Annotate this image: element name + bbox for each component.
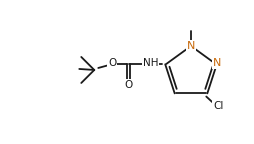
Text: O: O	[108, 58, 116, 68]
Text: O: O	[124, 80, 132, 90]
Text: N: N	[213, 58, 221, 68]
Text: NH: NH	[142, 58, 158, 68]
Text: Cl: Cl	[213, 101, 224, 111]
Text: N: N	[187, 41, 195, 51]
